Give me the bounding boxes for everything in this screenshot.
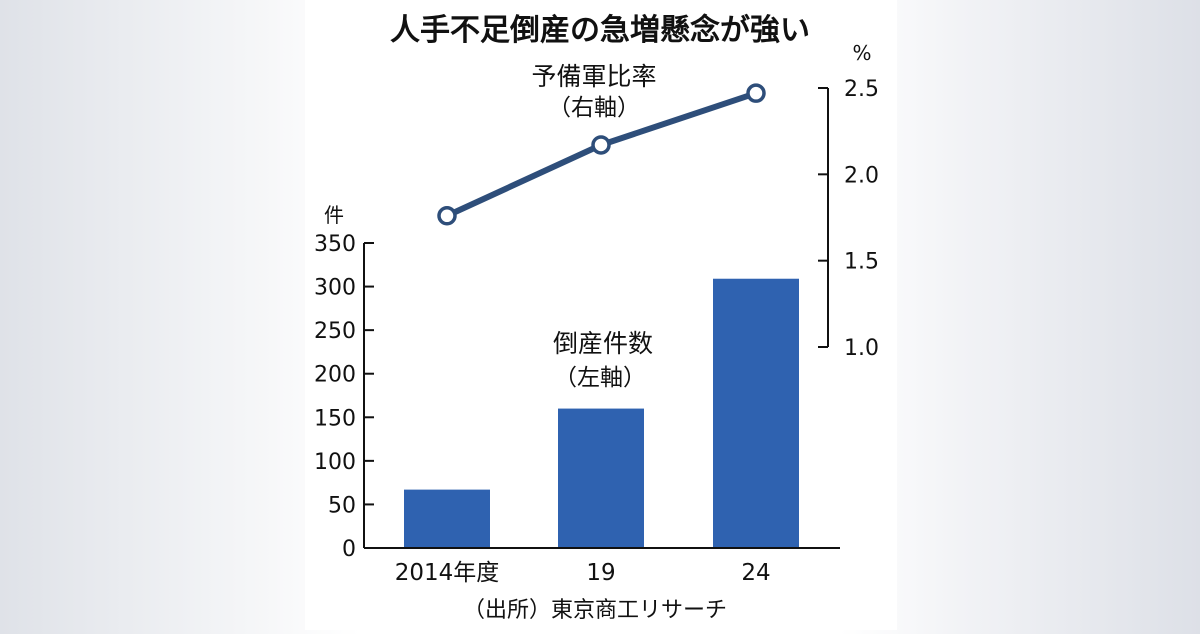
left-axis: 0 50 100 150 200 250 300 350 bbox=[314, 232, 374, 562]
bar bbox=[558, 408, 644, 548]
left-axis-unit: 件 bbox=[324, 203, 344, 227]
bar bbox=[404, 489, 490, 548]
line-point bbox=[746, 83, 766, 103]
left-axis-tick-label: 200 bbox=[314, 363, 356, 388]
left-axis-tick-label: 100 bbox=[314, 450, 356, 475]
left-axis-tick-label: 350 bbox=[314, 232, 356, 257]
line-series-axis-note: （右軸） bbox=[548, 95, 640, 121]
line-point bbox=[437, 206, 457, 226]
source-note: （出所）東京商工リサーチ bbox=[463, 598, 727, 623]
left-axis-tick-label: 150 bbox=[314, 406, 356, 431]
right-axis-tick-label: 1.5 bbox=[844, 250, 879, 275]
right-axis: 1.0 1.5 2.0 2.5 bbox=[818, 77, 879, 361]
x-axis-tick-label: 19 bbox=[586, 560, 615, 586]
x-axis-tick-label: 24 bbox=[741, 560, 770, 586]
right-axis-unit: % bbox=[852, 41, 871, 65]
right-axis-tick-label: 1.0 bbox=[844, 336, 879, 361]
bar-series-axis-note: （左軸） bbox=[554, 365, 646, 391]
bar-series-label: 倒産件数 bbox=[553, 329, 653, 358]
x-axis: 2014年度 19 24 bbox=[364, 547, 840, 586]
left-axis-tick-label: 0 bbox=[342, 537, 356, 562]
line-series-label: 予備軍比率 bbox=[531, 62, 656, 91]
right-axis-tick-label: 2.0 bbox=[844, 163, 879, 188]
bar-series bbox=[404, 278, 799, 548]
x-axis-tick-label: 2014年度 bbox=[395, 560, 500, 586]
left-axis-tick-label: 300 bbox=[314, 276, 356, 301]
bar bbox=[713, 278, 799, 548]
line-series bbox=[437, 83, 766, 226]
line-point bbox=[591, 135, 611, 155]
left-axis-tick-label: 250 bbox=[314, 319, 356, 344]
left-axis-tick-label: 50 bbox=[328, 493, 356, 518]
right-axis-tick-label: 2.5 bbox=[844, 77, 879, 102]
chart-title: 人手不足倒産の急増懸念が強い bbox=[390, 13, 810, 48]
